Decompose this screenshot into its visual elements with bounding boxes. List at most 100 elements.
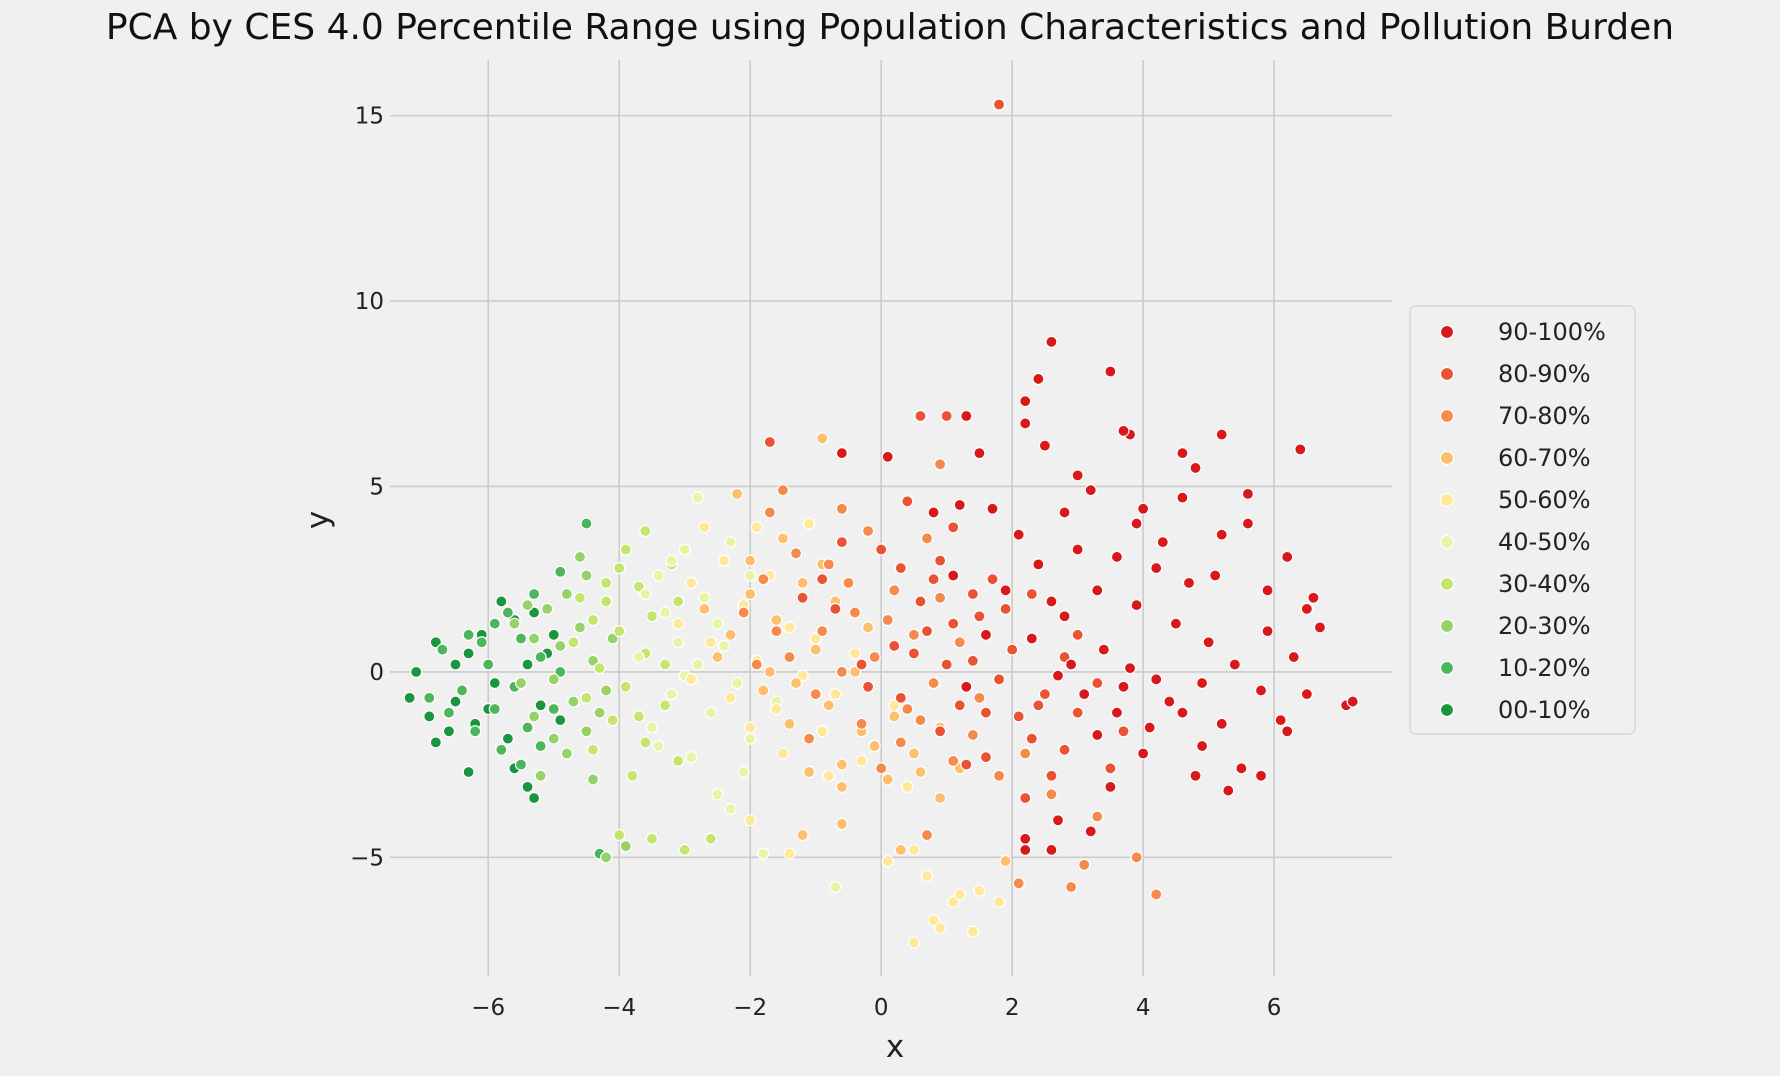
data-point [979, 628, 993, 641]
data-point [501, 732, 514, 745]
data-point [600, 851, 613, 864]
data-point [907, 647, 921, 660]
data-point [934, 791, 947, 805]
data-point [927, 506, 940, 519]
data-point [1189, 461, 1202, 475]
data-point [1137, 502, 1150, 515]
data-point [783, 717, 796, 730]
data-point [901, 702, 914, 716]
data-point [1294, 443, 1307, 456]
data-point [914, 714, 927, 727]
data-point [711, 788, 724, 801]
data-point [881, 773, 894, 786]
data-point [861, 680, 875, 693]
data-point [1019, 832, 1032, 845]
data-point [527, 710, 541, 723]
data-point [1071, 543, 1084, 556]
data-point [973, 447, 986, 460]
data-point [809, 643, 822, 656]
data-point [1084, 484, 1097, 497]
data-point [442, 706, 456, 719]
data-point [1084, 825, 1097, 838]
data-point [639, 587, 652, 601]
data-point [816, 573, 829, 586]
data-point [835, 665, 848, 679]
data-point [600, 684, 613, 697]
data-point [1051, 814, 1065, 827]
data-point [600, 576, 613, 589]
data-point [1215, 428, 1228, 441]
data-point [1012, 710, 1025, 723]
data-point [907, 936, 921, 949]
legend: 90-100% 80-90% 70-80% 60-70% 50-60% 40-50% 30-… [1409, 305, 1636, 735]
data-point [737, 606, 750, 619]
data-point [619, 680, 632, 693]
data-point [462, 765, 475, 779]
data-point [1058, 743, 1071, 756]
data-point [888, 710, 901, 723]
legend-label: 10-20% [1498, 654, 1591, 682]
data-point [1123, 662, 1137, 675]
data-point [855, 717, 868, 730]
data-point [560, 587, 573, 601]
data-point [462, 647, 475, 660]
data-point [488, 702, 501, 716]
data-point [1038, 439, 1052, 452]
data-point [894, 843, 907, 857]
data-point [534, 769, 547, 782]
data-point [547, 732, 560, 745]
data-point [1241, 517, 1255, 530]
data-point [665, 554, 678, 567]
data-point [783, 650, 796, 664]
x-axis-title: x [886, 1029, 904, 1065]
data-point [606, 714, 619, 727]
data-point [462, 628, 475, 641]
data-point [1176, 447, 1189, 460]
data-point [586, 773, 600, 786]
data-point [835, 447, 848, 460]
x-tick-label: 6 [1267, 995, 1282, 1021]
data-point [789, 676, 803, 690]
data-point [920, 625, 934, 638]
data-point [1071, 706, 1084, 719]
legend-marker [1439, 576, 1455, 592]
data-point [875, 543, 888, 556]
data-point [1045, 769, 1058, 782]
data-point [796, 576, 809, 589]
data-point [685, 751, 698, 764]
data-point [1202, 636, 1215, 649]
data-points [403, 98, 1359, 949]
data-point [1051, 669, 1065, 682]
data-point [527, 632, 541, 645]
data-point [848, 606, 862, 619]
data-point [986, 502, 999, 515]
data-point [744, 554, 757, 567]
legend-label: 00-10% [1498, 696, 1591, 724]
data-point [658, 606, 672, 619]
data-point [1091, 728, 1104, 742]
data-point [1163, 695, 1176, 708]
data-point [947, 617, 960, 630]
data-point [920, 869, 934, 882]
data-point [940, 658, 953, 671]
data-point [1045, 335, 1058, 348]
data-point [1045, 843, 1058, 857]
data-point [1104, 762, 1117, 775]
data-point [501, 606, 514, 619]
legend-marker [1439, 408, 1455, 424]
data-point [436, 643, 449, 656]
data-point [1071, 628, 1084, 641]
data-point [757, 847, 770, 860]
data-point [1195, 739, 1209, 753]
data-point [744, 569, 757, 582]
data-point [573, 550, 587, 564]
data-point [960, 758, 973, 771]
data-point [1300, 688, 1313, 701]
data-point [429, 736, 442, 749]
data-point [816, 432, 829, 445]
data-point [770, 625, 783, 638]
data-point [613, 828, 626, 842]
data-point [1176, 491, 1189, 504]
data-point [1025, 587, 1038, 601]
data-point [1012, 877, 1025, 890]
